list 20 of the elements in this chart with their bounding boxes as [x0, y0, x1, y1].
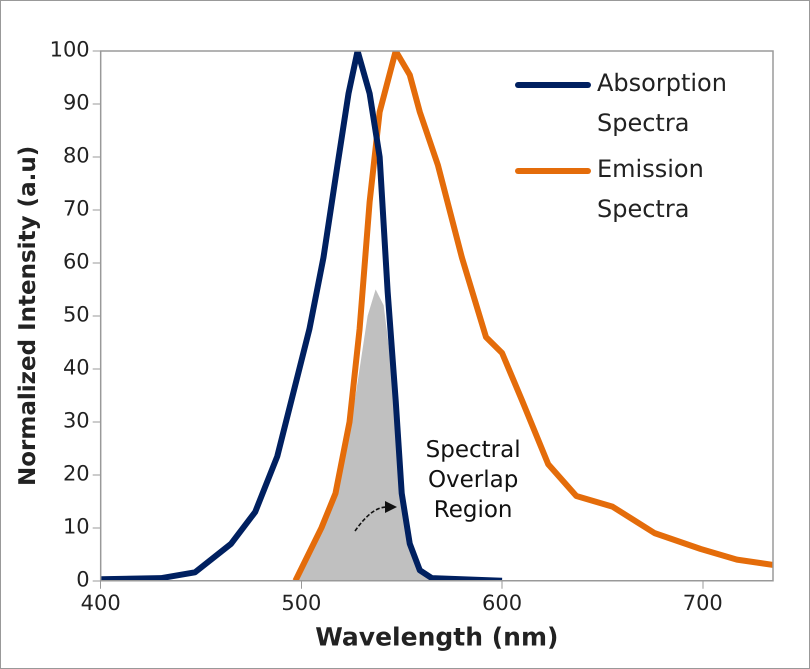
- y-tick-label: 20: [62, 461, 90, 486]
- y-tick-label: 0: [76, 567, 90, 592]
- annotation: Spectral Overlap Region: [424, 436, 522, 525]
- x-tick-label: 400: [80, 590, 121, 615]
- y-tick-label: 10: [62, 514, 90, 538]
- legend-label: Emission Spectra: [597, 154, 705, 225]
- y-tick-label: 80: [62, 143, 90, 168]
- x-tick-label: 500: [281, 590, 322, 615]
- y-axis-title: Normalized Intensity (a.u): [14, 146, 41, 486]
- y-tick-label: 50: [62, 302, 90, 326]
- y-tick-label: 60: [62, 249, 90, 274]
- x-axis-title: Wavelength (nm): [315, 622, 558, 652]
- y-tick-label: 90: [62, 90, 90, 114]
- y-tick-label: 70: [62, 196, 90, 220]
- legend-label: Absorption Spectra: [597, 68, 728, 139]
- x-tick-label: 700: [682, 590, 723, 615]
- y-tick-label: 40: [62, 355, 90, 380]
- y-tick-label: 30: [62, 408, 90, 432]
- y-tick-label: 100: [50, 37, 90, 62]
- x-tick-label: 600: [482, 590, 522, 615]
